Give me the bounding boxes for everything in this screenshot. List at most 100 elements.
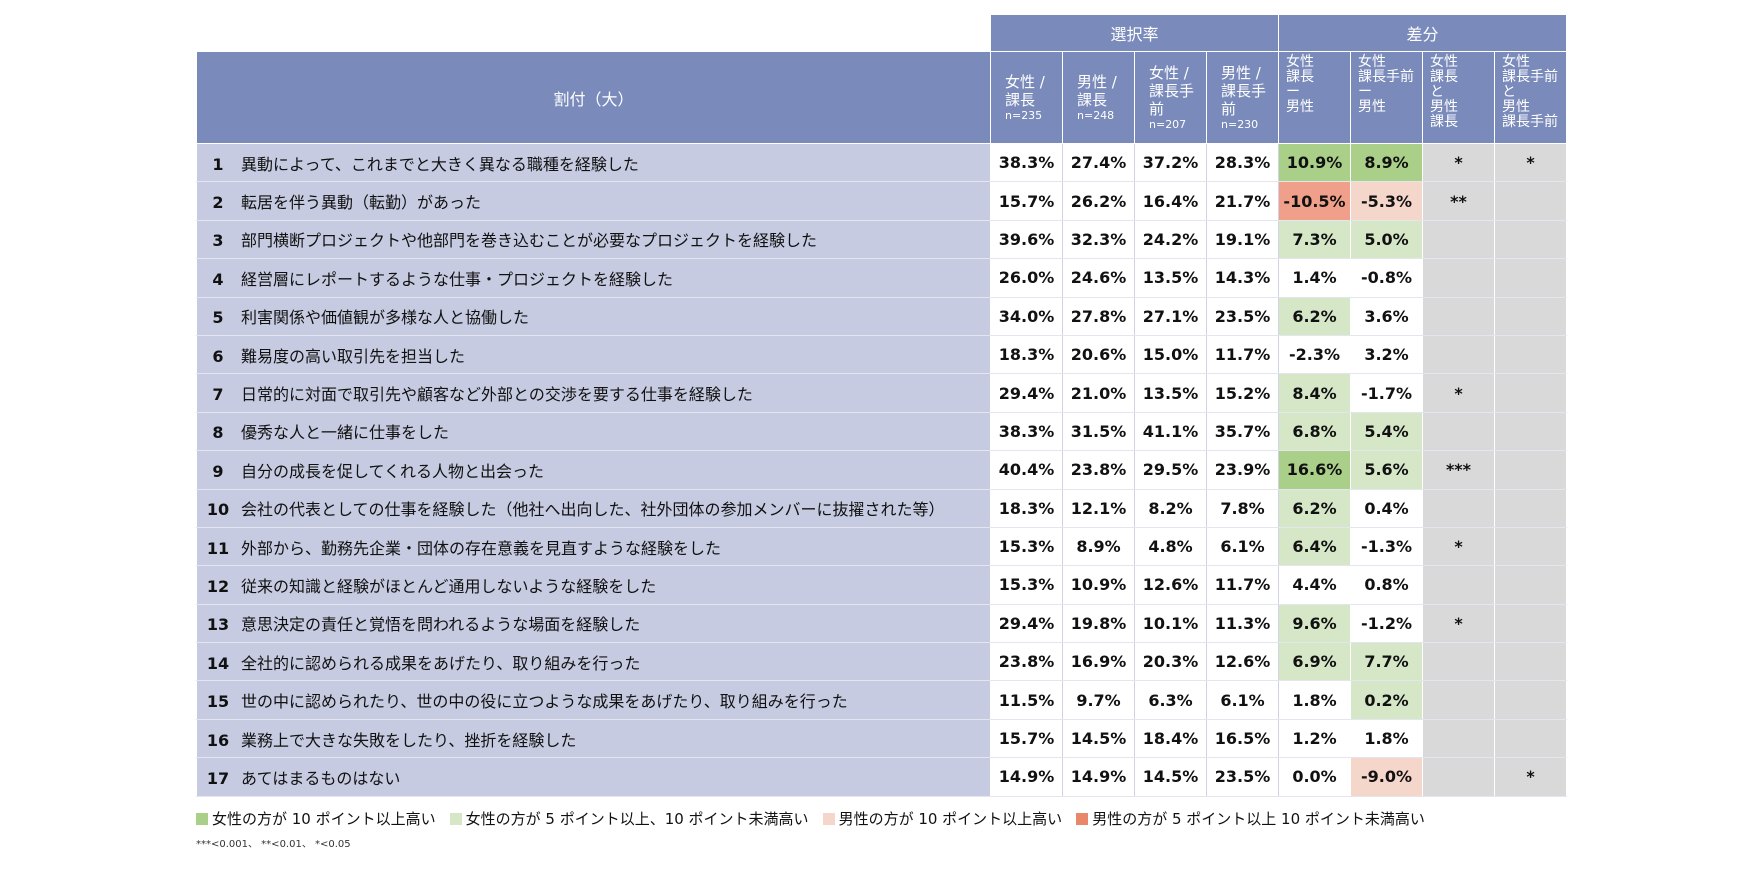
significance-cell — [1422, 565, 1495, 605]
rate-cell: 13.5% — [1134, 258, 1207, 298]
row-item: 9 自分の成長を促してくれる人物と出会った — [196, 450, 991, 490]
header-diff-line: 女性 — [1502, 54, 1530, 70]
row-item: 8 優秀な人と一緒に仕事をした — [196, 411, 991, 452]
significance-cell — [1494, 603, 1567, 644]
diff-cell: 10.9% — [1278, 142, 1351, 183]
diff-cell: 3.6% — [1350, 296, 1423, 336]
legend-label: 男性の方が 10 ポイント以上高い — [838, 810, 1063, 828]
legend-swatch-icon — [1076, 812, 1089, 825]
row-label: 異動によって、これまでと大きく異なる職種を経験した — [241, 154, 639, 174]
header-diff-line: 女性 — [1286, 54, 1314, 70]
diff-cell: 6.2% — [1278, 296, 1351, 336]
header-diff-line: 課長 — [1430, 114, 1458, 130]
row-label: 転居を伴う異動（転勤）があった — [241, 193, 482, 213]
significance-cell — [1494, 296, 1567, 336]
table-row: 4 経営層にレポートするような仕事・プロジェクトを経験した 26.0% 24.6% 13… — [196, 258, 1567, 298]
diff-cell: -1.3% — [1350, 526, 1423, 567]
row-number: 4 — [212, 269, 224, 289]
header-diff-line: 女性 — [1358, 54, 1386, 70]
significance-cell — [1494, 565, 1567, 605]
rate-cell: 21.7% — [1206, 181, 1279, 221]
significance-cell — [1494, 219, 1567, 260]
row-label: 世の中に認められたり、世の中の役に立つような成果をあげたり、取り組みを行った — [241, 692, 848, 712]
diff-cell: 8.9% — [1350, 142, 1423, 183]
table-row: 8 優秀な人と一緒に仕事をした 38.3% 31.5% 41.1% 35.7% 6.8% 5.… — [196, 411, 1567, 452]
row-number: 3 — [212, 231, 224, 251]
significance-cell — [1422, 680, 1495, 720]
row-item: 1 異動によって、これまでと大きく異なる職種を経験した — [196, 142, 991, 183]
legend-label: 男性の方が 5 ポイント以上 10 ポイント未満高い — [1092, 810, 1425, 828]
table-row: 11 外部から、勤務先企業・団体の存在意義を見直すような経験をした 15.3% 8.9… — [196, 526, 1567, 567]
significance-cell: * — [1494, 757, 1567, 797]
header-rate-line2: 課長手前 — [1221, 81, 1267, 118]
row-number: 6 — [212, 346, 224, 366]
rate-cell: 15.0% — [1134, 334, 1207, 375]
rate-cell: 28.3% — [1206, 142, 1279, 183]
rate-cell: 38.3% — [990, 142, 1063, 183]
header-diff-line: 課長 — [1286, 69, 1314, 85]
rate-cell: 18.3% — [990, 488, 1063, 528]
row-item: 10 会社の代表としての仕事を経験した（他社へ出向した、社外団体の参加メンバーに抜… — [196, 488, 991, 528]
significance-cell — [1422, 258, 1495, 298]
rate-cell: 6.3% — [1134, 680, 1207, 720]
significance-cell — [1422, 411, 1495, 452]
diff-cell: 1.8% — [1350, 718, 1423, 759]
results-table-wrapper: 選択率 差分 割付（大） 女性 / 課長 n=235 男性 / 課長 n=248 女性 / 課… — [196, 14, 1567, 797]
significance-cell — [1494, 373, 1567, 413]
header-diff-line: 課長手前 — [1502, 114, 1558, 130]
table-row: 9 自分の成長を促してくれる人物と出会った 40.4% 23.8% 29.5% 23.9%… — [196, 450, 1567, 490]
header-diff-line: 課長手前 — [1358, 69, 1414, 85]
row-number: 15 — [206, 692, 230, 712]
header-diff-line: と — [1430, 84, 1444, 100]
rate-cell: 14.5% — [1134, 757, 1207, 797]
significance-note: ***<0.001、 **<0.01、 *<0.05 — [196, 839, 351, 850]
rate-cell: 11.5% — [990, 680, 1063, 720]
rate-cell: 21.0% — [1062, 373, 1135, 413]
row-number: 17 — [206, 768, 230, 788]
diff-cell: 0.8% — [1350, 565, 1423, 605]
row-label: あてはまるものはない — [241, 768, 401, 788]
rate-cell: 18.3% — [990, 334, 1063, 375]
significance-cell — [1494, 680, 1567, 720]
diff-cell: 5.0% — [1350, 219, 1423, 260]
header-rate-line2: 課長手前 — [1149, 81, 1195, 118]
row-number: 11 — [206, 538, 230, 558]
rate-cell: 16.9% — [1062, 642, 1135, 682]
header-rate-line1: 男性 / — [1221, 63, 1261, 82]
significance-cell — [1422, 219, 1495, 260]
table-row: 3 部門横断プロジェクトや他部門を巻き込むことが必要なプロジェクトを経験した 39.… — [196, 219, 1567, 260]
diff-cell: 6.8% — [1278, 411, 1351, 452]
header-rate-col: 女性 / 課長 n=235 — [990, 51, 1063, 144]
significance-cell — [1422, 488, 1495, 528]
rate-cell: 12.1% — [1062, 488, 1135, 528]
rate-cell: 12.6% — [1206, 642, 1279, 682]
significance-cell — [1422, 296, 1495, 336]
significance-cell — [1494, 411, 1567, 452]
header-rate-n: n=235 — [1005, 108, 1043, 122]
rate-cell: 15.3% — [990, 565, 1063, 605]
diff-cell: 16.6% — [1278, 450, 1351, 490]
rate-cell: 15.7% — [990, 718, 1063, 759]
header-rate-col: 男性 / 課長 n=248 — [1062, 51, 1135, 144]
header-rate-n: n=207 — [1149, 117, 1187, 131]
header-rate-line2: 課長 — [1005, 90, 1036, 109]
diff-cell: -0.8% — [1350, 258, 1423, 298]
row-label: 日常的に対面で取引先や顧客など外部との交渉を要する仕事を経験した — [241, 385, 753, 405]
row-item: 4 経営層にレポートするような仕事・プロジェクトを経験した — [196, 258, 991, 298]
row-label: 難易度の高い取引先を担当した — [241, 346, 466, 366]
significance-cell — [1422, 718, 1495, 759]
diff-cell: -5.3% — [1350, 181, 1423, 221]
rate-cell: 32.3% — [1062, 219, 1135, 260]
header-diff-line: 男性 — [1358, 99, 1386, 115]
rate-cell: 9.7% — [1062, 680, 1135, 720]
legend: 女性の方が 10 ポイント以上高い 女性の方が 5 ポイント以上、10 ポイント未… — [196, 808, 1439, 829]
rate-cell: 10.9% — [1062, 565, 1135, 605]
diff-cell: 9.6% — [1278, 603, 1351, 644]
rate-cell: 15.3% — [990, 526, 1063, 567]
header-rate-col: 女性 / 課長手前 n=207 — [1134, 51, 1207, 144]
row-item: 5 利害関係や価値観が多様な人と協働した — [196, 296, 991, 336]
diff-cell: -2.3% — [1278, 334, 1351, 375]
significance-cell — [1494, 334, 1567, 375]
diff-cell: 4.4% — [1278, 565, 1351, 605]
significance-cell: * — [1422, 603, 1495, 644]
